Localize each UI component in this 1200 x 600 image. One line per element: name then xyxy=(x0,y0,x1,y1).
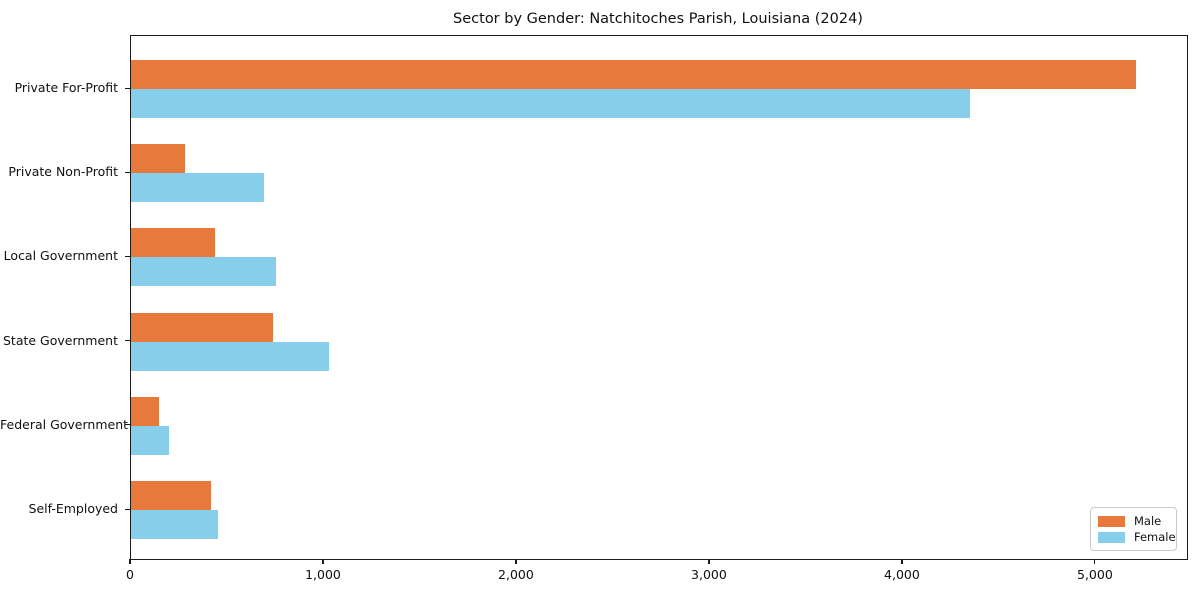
x-tick-mark xyxy=(515,559,517,564)
bar-female-state-government xyxy=(131,341,329,371)
y-tick-mark xyxy=(125,508,130,510)
legend-label-male: Male xyxy=(1134,514,1162,528)
x-tick-label-5-000: 5,000 xyxy=(1077,567,1113,582)
x-tick-label-1-000: 1,000 xyxy=(305,567,341,582)
x-tick-mark xyxy=(322,559,324,564)
bar-male-state-government xyxy=(131,312,273,342)
legend-swatch-female xyxy=(1098,531,1125,543)
x-tick-mark xyxy=(1094,559,1096,564)
x-tick-label-3-000: 3,000 xyxy=(691,567,727,582)
legend-entry-male: Male xyxy=(1098,514,1170,528)
x-tick-mark xyxy=(901,559,903,564)
bar-male-private-for-profit xyxy=(131,60,1137,89)
bar-female-private-non-profit xyxy=(131,173,264,203)
bar-male-local-government xyxy=(131,228,215,258)
y-tick-mark xyxy=(125,87,130,89)
legend-entry-female: Female xyxy=(1098,530,1176,544)
bar-male-private-non-profit xyxy=(131,144,186,174)
x-tick-label-0: 0 xyxy=(126,567,134,582)
bar-female-self-employed xyxy=(131,510,219,539)
x-tick-mark xyxy=(708,559,710,564)
bar-female-local-government xyxy=(131,257,276,287)
legend: Male Female xyxy=(1090,507,1177,551)
legend-swatch-male xyxy=(1098,515,1125,527)
y-tick-label-state-government: State Government xyxy=(2,332,118,348)
y-tick-mark xyxy=(125,424,130,426)
bar-male-self-employed xyxy=(131,481,211,510)
y-tick-label-self-employed: Self-Employed xyxy=(28,501,118,516)
y-tick-label-private-for-profit: Private For-Profit xyxy=(14,80,118,95)
x-tick-mark xyxy=(129,559,131,564)
bar-male-federal-government xyxy=(131,396,159,426)
bar-female-private-for-profit xyxy=(131,89,970,118)
legend-label-female: Female xyxy=(1134,530,1176,544)
y-tick-label-federal-government: Federal Government xyxy=(0,416,129,432)
x-tick-label-4-000: 4,000 xyxy=(884,567,920,582)
plot-area xyxy=(130,35,1188,560)
y-tick-label-local-government: Local Government xyxy=(3,248,118,264)
y-tick-mark xyxy=(125,171,130,173)
y-tick-mark xyxy=(125,340,130,342)
x-tick-label-2-000: 2,000 xyxy=(498,567,534,582)
chart-title: Sector by Gender: Natchitoches Parish, L… xyxy=(453,11,863,27)
y-tick-label-private-non-profit: Private Non-Profit xyxy=(8,164,118,180)
y-tick-mark xyxy=(125,255,130,258)
bar-female-federal-government xyxy=(131,425,169,455)
